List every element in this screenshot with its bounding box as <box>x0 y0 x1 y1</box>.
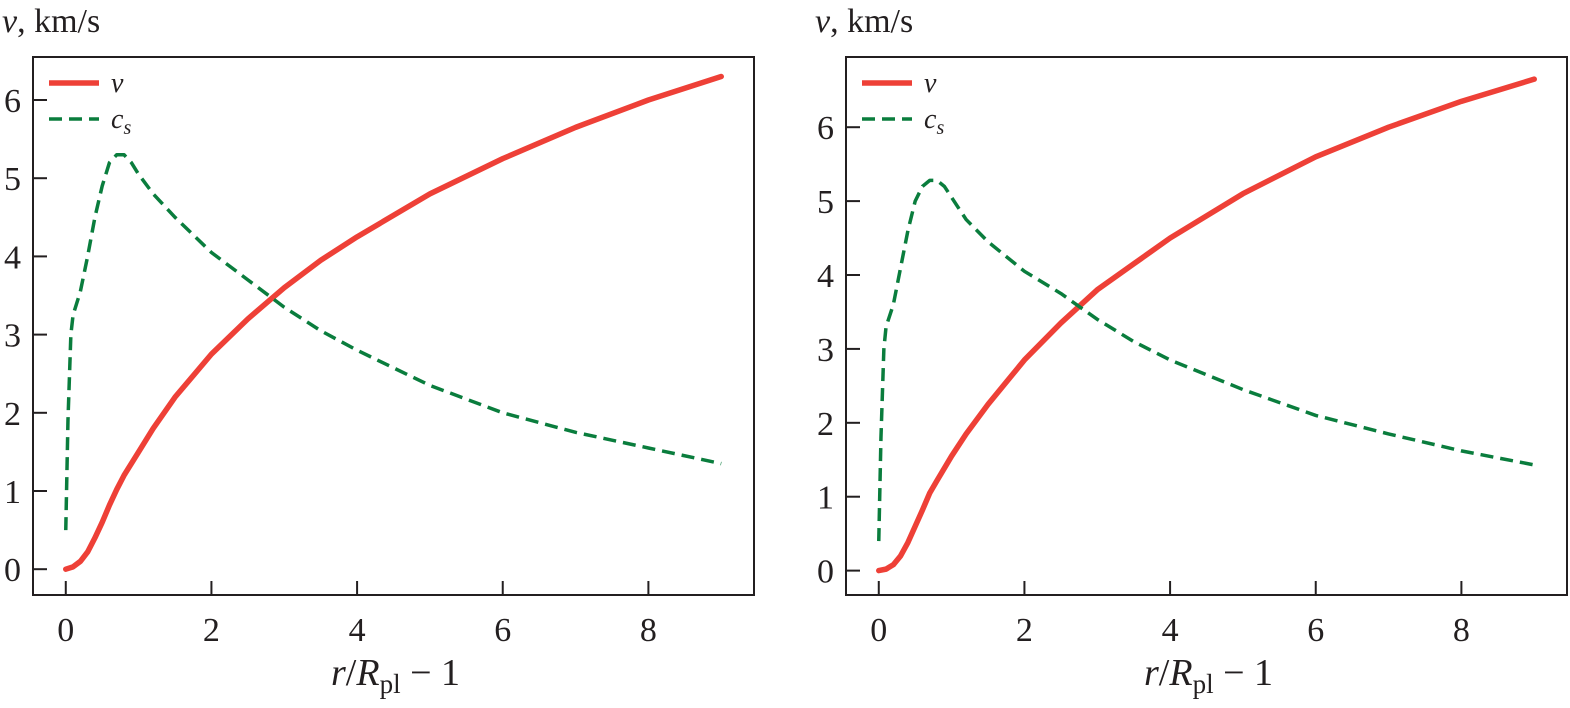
x-axis-label: r/Rpl − 1 <box>331 652 460 699</box>
y-tick-label: 0 <box>4 552 21 589</box>
y-tick-label: 5 <box>817 184 834 221</box>
y-tick-label: 3 <box>4 318 21 355</box>
plot-frame <box>32 56 755 596</box>
x-axis-label: r/Rpl − 1 <box>1144 652 1273 699</box>
chart-panel-2: 0 2 4 6 8 0 1 2 3 4 5 6 v, km/s r/Rpl − 1 v cs <box>815 3 1568 699</box>
series-line-v <box>63 73 724 572</box>
y-axis-label: v, km/s <box>815 3 913 40</box>
x-tick-label: 6 <box>1307 612 1324 649</box>
y-tick-label: 2 <box>4 396 21 433</box>
legend-label: v <box>924 68 937 99</box>
y-tick-label: 5 <box>4 161 21 198</box>
y-tick-label: 1 <box>4 474 21 511</box>
x-tick-label: 0 <box>57 612 74 649</box>
legend-label: cs <box>924 104 944 139</box>
plot-frame <box>845 56 1568 596</box>
y-tick-label: 3 <box>817 332 834 369</box>
y-tick-label: 6 <box>4 83 21 120</box>
series-line-cs <box>64 153 722 531</box>
y-tick-label: 1 <box>817 480 834 517</box>
chart-panel-1: 0 2 4 6 8 0 1 2 3 4 5 6 v, km/s r/Rpl − 1 v cs <box>2 3 755 699</box>
y-axis-label: v, km/s <box>2 3 100 40</box>
x-tick-label: 4 <box>1162 612 1179 649</box>
y-tick-label: 0 <box>817 554 834 591</box>
series-line-v <box>876 76 1537 574</box>
legend: v cs <box>862 68 944 139</box>
legend-label: v <box>111 68 124 99</box>
x-tick-label: 8 <box>640 612 657 649</box>
y-tick-label: 4 <box>4 239 21 276</box>
x-tick-label: 6 <box>494 612 511 649</box>
x-tick-label: 2 <box>1016 612 1033 649</box>
series-line-cs <box>877 178 1535 542</box>
legend: v cs <box>49 68 131 139</box>
x-tick-label: 2 <box>203 612 220 649</box>
x-tick-label: 4 <box>349 612 366 649</box>
legend-label: cs <box>111 104 131 139</box>
x-tick-label: 8 <box>1453 612 1470 649</box>
y-tick-label: 6 <box>817 110 834 147</box>
y-tick-label: 4 <box>817 258 834 295</box>
y-tick-label: 2 <box>817 406 834 443</box>
x-tick-label: 0 <box>870 612 887 649</box>
